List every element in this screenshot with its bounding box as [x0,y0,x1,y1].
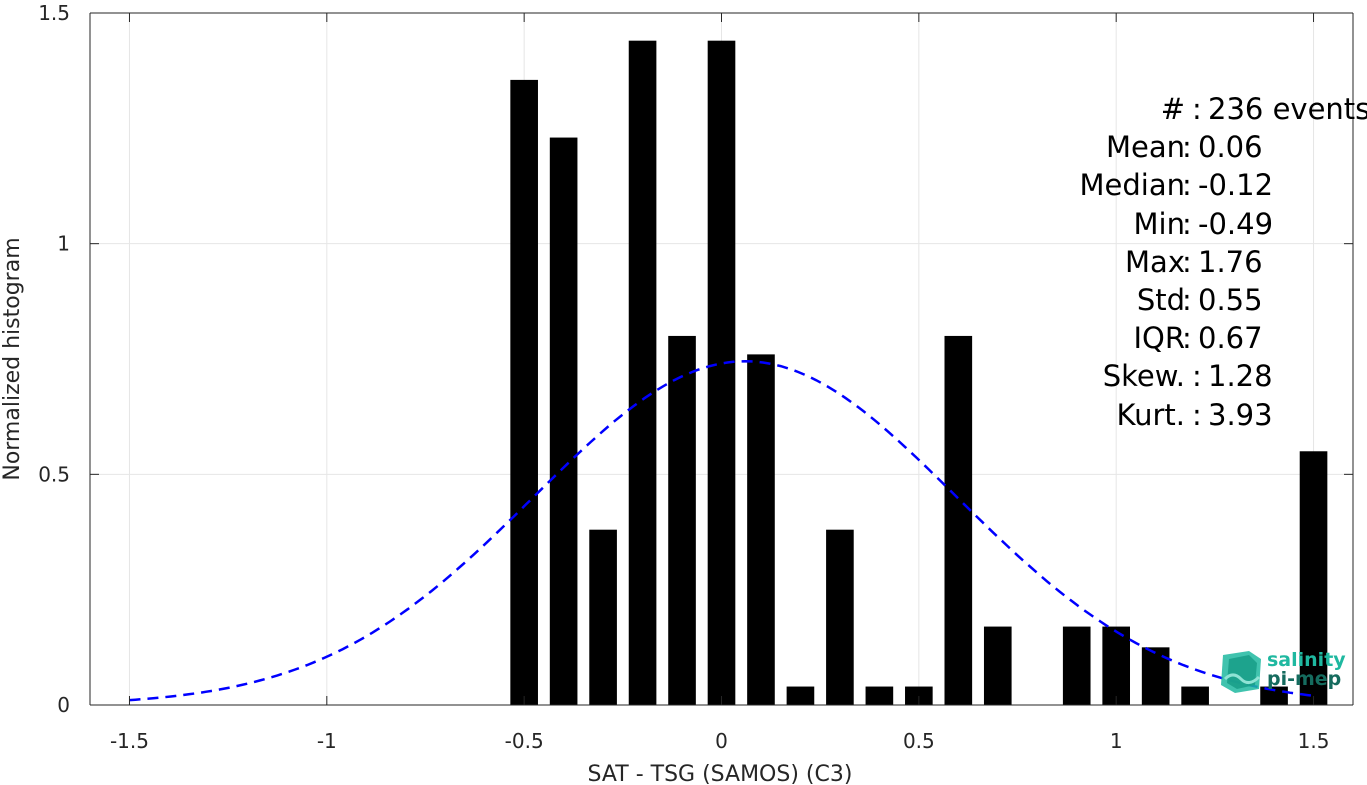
x-tick-label: -1 [317,729,337,753]
x-axis-ticks: -1.5 -1 -0.5 0 0.5 1 1.5 [110,13,1329,753]
stat-value: 236 events [1208,92,1367,126]
stat-name: Skew. [1102,359,1185,394]
stat-row: Max:1.76 [1000,243,1280,281]
x-tick-label: 1.5 [1298,729,1330,753]
stat-value: 1.76 [1198,244,1263,279]
histogram-bar [944,335,973,705]
y-axis-label: Normalized histogram [0,237,25,480]
stat-value: -0.49 [1198,206,1274,241]
stat-name: Max [1125,244,1185,279]
histogram-bar [905,686,933,705]
stat-name: Median [1079,168,1185,203]
y-tick-label: 0.5 [38,462,70,486]
stat-row: IQR:0.67 [1000,319,1280,357]
stat-row: Std:0.55 [1000,281,1280,319]
statistics-panel: #:236 events Mean:0.06 Median: -0.12 Min: -0.… [1000,90,1367,434]
logo-text-salinity: salinity [1267,649,1346,671]
y-tick-label: 1.5 [38,1,70,25]
stat-row: Median: -0.12 [1000,166,1280,204]
stat-sep: : [1182,206,1192,241]
stat-sep: : [1182,321,1192,356]
histogram-bar [826,529,854,705]
stat-name: # [1160,92,1185,126]
stat-row: Skew.:1.28 [1000,357,1280,395]
histogram-bar [1299,451,1328,705]
stat-sep: : [1182,282,1192,317]
gaussian-fit [129,360,1314,702]
stat-sep: : [1192,359,1202,394]
x-tick-label: -0.5 [505,729,544,753]
stat-value: 0.55 [1198,282,1263,317]
histogram-bar [865,686,894,705]
logo-icon [1221,651,1261,693]
histogram-bar [983,626,1012,705]
histogram-bar [1102,626,1131,705]
fit-curve-line [129,360,1314,702]
histogram-bar [1062,626,1091,705]
logo-text-pimep: pi-mep [1267,668,1342,690]
stat-name: Std [1136,282,1185,317]
stat-row: Kurt.:3.93 [1000,396,1280,434]
stat-name: Kurt. [1116,397,1185,432]
stat-row: Mean:0.06 [1000,128,1280,166]
histogram-bar [707,40,736,706]
stat-value: 3.93 [1208,397,1273,432]
stat-row: Min: -0.49 [1000,205,1280,243]
histogram-bar [668,335,696,705]
stat-sep: : [1182,244,1192,279]
y-tick-label: 0 [57,693,70,717]
stat-name: IQR [1133,321,1185,356]
histogram-bars [510,40,1328,706]
histogram-bar [786,686,815,705]
x-axis-label: SAT - TSG (SAMOS) (C3) [588,762,853,785]
histogram-bar [549,137,578,705]
stat-value: 0.67 [1198,321,1263,356]
x-tick-label: 1 [1110,729,1123,753]
stat-row: #:236 events [1000,90,1367,128]
stat-sep: : [1182,130,1192,165]
salinity-pimep-logo: salinity pi-mep [1219,647,1349,697]
x-tick-label: 0 [715,729,728,753]
stat-name: Min [1133,206,1185,241]
histogram-bar [589,529,617,705]
y-axis-ticks: 0 0.5 1 1.5 [38,1,1353,717]
histogram-bar [1260,686,1288,705]
histogram-bar [1181,686,1209,705]
stat-sep: : [1192,397,1202,432]
stat-sep: : [1192,92,1202,126]
histogram-bar [1141,647,1170,705]
stat-value: 1.28 [1208,359,1273,394]
x-tick-label: 0.5 [903,729,935,753]
histogram-bar [510,79,538,706]
stat-value: 0.06 [1198,130,1263,165]
y-tick-label: 1 [57,232,70,256]
histogram-bar [747,354,775,705]
x-tick-label: -1.5 [110,729,149,753]
stat-name: Mean [1105,130,1185,165]
stat-sep: : [1182,168,1192,203]
stat-value: -0.12 [1198,168,1274,203]
histogram-bar [628,40,657,706]
